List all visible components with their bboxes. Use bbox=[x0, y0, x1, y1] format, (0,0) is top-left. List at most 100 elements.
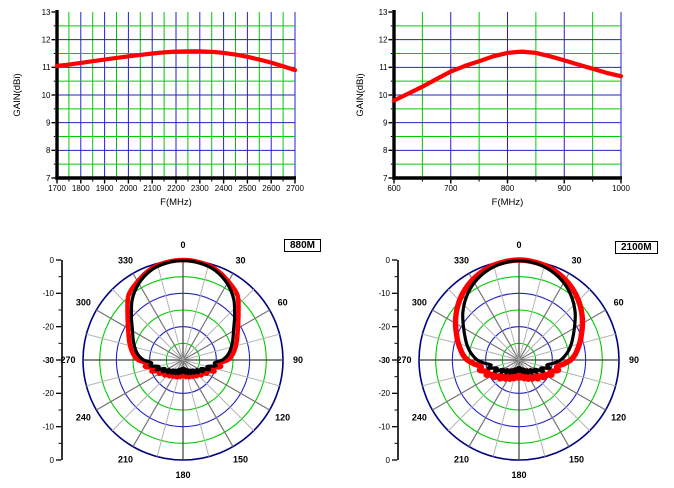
angle-label: 180 bbox=[175, 470, 190, 480]
gain-vs-frequency-high-band-canvas: 7 8 9 10 11 12 13 1700 1800 1900 2000 2100 2200 2300 2… bbox=[12, 8, 304, 208]
x-tick-label: 2200 bbox=[167, 184, 185, 193]
gain-chart-high-band: 7 8 9 10 11 12 13 1700 1800 1900 2000 2100 2200 2300 2… bbox=[0, 0, 337, 235]
gain-vs-frequency-low-band-canvas: 7 8 9 10 11 12 13 600 700 800 900 1000 F(MHz) GAIN(dB… bbox=[355, 8, 630, 208]
angle-label: 300 bbox=[412, 298, 427, 308]
x-tick-label: 2600 bbox=[262, 184, 280, 193]
angle-label: 120 bbox=[611, 413, 626, 423]
radial-tick-label: -20 bbox=[378, 389, 390, 398]
x-tick-label: 1700 bbox=[48, 184, 66, 193]
pattern-red-trace bbox=[125, 257, 241, 380]
frequency-tag-2100M: 2100M bbox=[615, 241, 658, 254]
y-tick-label: 12 bbox=[42, 35, 51, 44]
spoke bbox=[518, 359, 606, 411]
spokes bbox=[419, 260, 619, 460]
angle-label: 330 bbox=[118, 255, 133, 265]
radial-tick-label: -20 bbox=[378, 322, 390, 331]
y-tick-label: 7 bbox=[383, 174, 388, 183]
angle-label: 210 bbox=[454, 455, 469, 465]
y-tick-label: 11 bbox=[379, 63, 388, 72]
spoke bbox=[422, 333, 520, 361]
spoke bbox=[182, 359, 270, 411]
frequency-tag-880M: 880M bbox=[284, 239, 322, 252]
gain-chart-low-band: 7 8 9 10 11 12 13 600 700 800 900 1000 F(MHz) GAIN(dB… bbox=[337, 0, 674, 235]
y-axis-title: GAIN(dBi) bbox=[12, 73, 23, 116]
radiation-pattern-880M-canvas: 0 30 60 90 120 150 180 210 240 270 300 330 0 -10 -20 -3… bbox=[42, 240, 303, 480]
angle-label: 90 bbox=[629, 355, 639, 365]
y-tick-label: 9 bbox=[46, 118, 51, 127]
radial-axis: 0 -10 -20 -30 -20 -10 0 bbox=[378, 256, 399, 465]
spoke bbox=[432, 359, 520, 411]
spoke bbox=[156, 263, 184, 361]
radial-tick-label: -20 bbox=[42, 389, 54, 398]
radial-tick-label: 0 bbox=[386, 456, 391, 465]
radial-tick-label: -10 bbox=[378, 422, 390, 431]
x-tick-label: 2300 bbox=[191, 184, 209, 193]
x-tick-label: 1900 bbox=[96, 184, 114, 193]
angle-label: 270 bbox=[396, 355, 411, 365]
pattern-black-trace bbox=[461, 259, 577, 375]
y-tick-label: 12 bbox=[379, 35, 388, 44]
spoke bbox=[96, 309, 184, 361]
x-axis-title: F(MHz) bbox=[160, 197, 192, 208]
axes bbox=[392, 10, 622, 180]
x-tick-label: 700 bbox=[444, 184, 458, 193]
spoke bbox=[132, 273, 184, 361]
spoke bbox=[182, 288, 255, 361]
gain-curve bbox=[391, 49, 624, 103]
angle-label: 300 bbox=[76, 298, 91, 308]
spoke bbox=[518, 359, 616, 387]
x-tick-label: 800 bbox=[501, 184, 515, 193]
x-tick-label: 1800 bbox=[72, 184, 90, 193]
spoke bbox=[518, 263, 546, 361]
axes bbox=[55, 10, 296, 180]
angle-label: 240 bbox=[412, 413, 427, 423]
spoke bbox=[182, 273, 234, 361]
y-tick-label: 10 bbox=[42, 91, 51, 100]
angle-label: 0 bbox=[180, 240, 185, 250]
x-tick-label: 2500 bbox=[239, 184, 257, 193]
x-tick-label: 2100 bbox=[143, 184, 161, 193]
spoke bbox=[492, 263, 520, 361]
radial-tick-label: 0 bbox=[50, 456, 55, 465]
y-tick-label: 10 bbox=[379, 91, 388, 100]
x-tick-label: 2000 bbox=[120, 184, 138, 193]
spoke bbox=[96, 359, 184, 411]
angle-label: 210 bbox=[118, 455, 133, 465]
y-tick-label: 13 bbox=[379, 8, 388, 17]
spoke bbox=[432, 309, 520, 361]
spoke bbox=[518, 309, 606, 361]
x-tick-label: 2400 bbox=[215, 184, 233, 193]
spoke bbox=[86, 359, 184, 387]
angle-label: 180 bbox=[511, 470, 526, 480]
x-axis-title: F(MHz) bbox=[492, 197, 524, 208]
spoke bbox=[182, 263, 210, 361]
radiation-pattern-2100M-canvas: 0 30 60 90 120 150 180 210 240 270 300 330 0 -10 -20 -3… bbox=[378, 240, 639, 480]
x-tick-label: 600 bbox=[387, 184, 401, 193]
radial-tick-label: -10 bbox=[378, 289, 390, 298]
spoke bbox=[518, 333, 616, 361]
radial-tick-label: -30 bbox=[42, 356, 54, 365]
x-tick-label: 2700 bbox=[286, 184, 304, 193]
radial-tick-label: -10 bbox=[42, 422, 54, 431]
spoke bbox=[111, 288, 184, 361]
angle-label: 30 bbox=[571, 255, 581, 265]
radiation-pattern-chart-2100M: 2100M 0 30 60 90 120 150 180 210 240 270 300 330 0 -1… bbox=[337, 235, 674, 488]
angle-label: 60 bbox=[614, 298, 624, 308]
angle-label: 240 bbox=[76, 413, 91, 423]
x-tick-label: 1000 bbox=[612, 184, 630, 193]
angle-label: 270 bbox=[60, 355, 75, 365]
radiation-pattern-chart-880M: 880M 0 30 60 90 120 150 180 210 240 270 300 330 0 -10… bbox=[0, 235, 337, 488]
angle-label: 150 bbox=[569, 455, 584, 465]
angle-label: 60 bbox=[278, 298, 288, 308]
angle-label: 330 bbox=[454, 255, 469, 265]
radial-tick-label: 0 bbox=[386, 256, 391, 265]
y-tick-label: 8 bbox=[46, 146, 51, 155]
gain-curve bbox=[54, 49, 298, 73]
radial-tick-label: -10 bbox=[42, 289, 54, 298]
pattern-red-trace bbox=[452, 257, 586, 383]
x-tick-label: 900 bbox=[558, 184, 572, 193]
y-axis-title: GAIN(dBi) bbox=[355, 73, 366, 116]
grid bbox=[394, 12, 622, 178]
radial-tick-label: 0 bbox=[50, 256, 55, 265]
